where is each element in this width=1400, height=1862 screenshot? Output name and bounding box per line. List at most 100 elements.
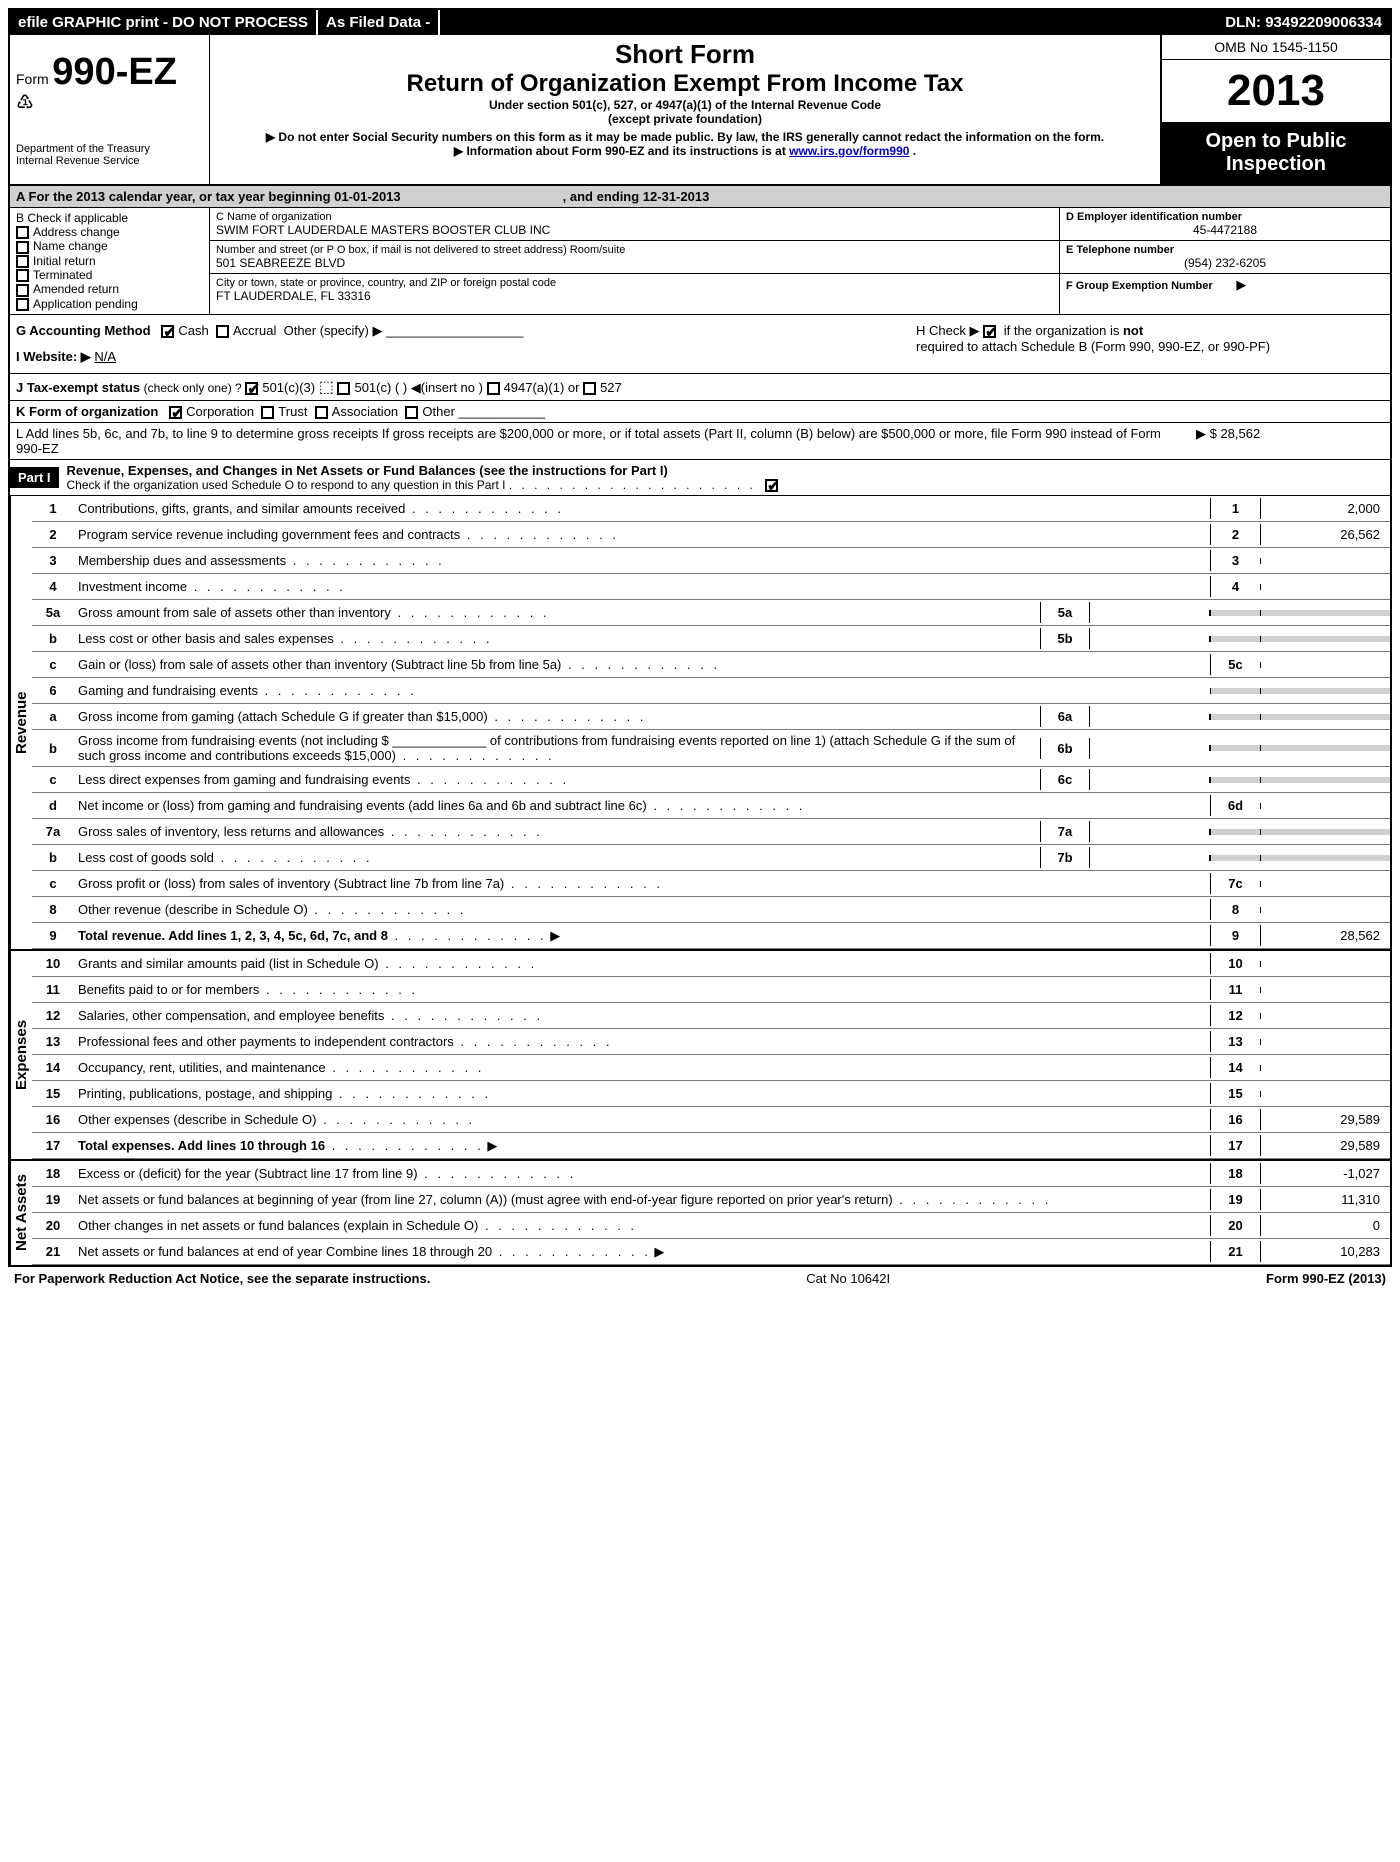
open-inspection: Open to Public Inspection — [1162, 122, 1390, 184]
bcdef-grid: B Check if applicable Address change Nam… — [10, 208, 1390, 315]
cb-amended[interactable] — [16, 284, 29, 297]
row-a-pre: A For the 2013 calendar year, or tax yea… — [10, 186, 407, 207]
shaded-box — [1210, 855, 1260, 861]
cb-accrual[interactable] — [216, 325, 229, 338]
cb-name-change[interactable] — [16, 241, 29, 254]
sub-val — [1090, 829, 1210, 835]
line-num: c — [32, 769, 74, 790]
h-text: H Check ▶ — [916, 323, 979, 338]
line-num: c — [32, 654, 74, 675]
line-3: 3Membership dues and assessments . . . .… — [32, 548, 1390, 574]
line-box: 1 — [1210, 498, 1260, 519]
header-mid: Short Form Return of Organization Exempt… — [210, 35, 1160, 184]
line-val — [1260, 584, 1390, 590]
line-box: 14 — [1210, 1057, 1260, 1078]
header-left: Form 990-EZ ♳ Department of the Treasury… — [10, 35, 210, 184]
line-6a: aGross income from gaming (attach Schedu… — [32, 704, 1390, 730]
line-box: 5c — [1210, 654, 1260, 675]
cb-terminated[interactable] — [16, 269, 29, 282]
revenue-lines: 1Contributions, gifts, grants, and simil… — [32, 496, 1390, 949]
shaded-box — [1210, 636, 1260, 642]
line-18: 18Excess or (deficit) for the year (Subt… — [32, 1161, 1390, 1187]
line-desc: Program service revenue including govern… — [74, 524, 1210, 545]
line-10: 10Grants and similar amounts paid (list … — [32, 951, 1390, 977]
line-desc: Net assets or fund balances at end of ye… — [74, 1241, 1210, 1263]
org-name: SWIM FORT LAUDERDALE MASTERS BOOSTER CLU… — [216, 223, 1053, 237]
part1-badge: Part I — [10, 467, 59, 488]
cb-cash[interactable] — [161, 325, 174, 338]
line-desc: Gross sales of inventory, less returns a… — [74, 821, 1040, 842]
form-container: efile GRAPHIC print - DO NOT PROCESS As … — [8, 8, 1392, 1267]
cb-schedule-o[interactable] — [765, 479, 778, 492]
row-a-end: , and ending 12-31-2013 — [557, 186, 716, 207]
j-c3: 501(c)(3) — [262, 380, 315, 395]
irs-link[interactable]: www.irs.gov/form990 — [789, 144, 909, 158]
cb-527[interactable] — [583, 382, 596, 395]
e-label: E Telephone number — [1066, 244, 1384, 256]
header-right: OMB No 1545-1150 2013 Open to Public Ins… — [1160, 35, 1390, 184]
h-rest: if the organization is — [1004, 323, 1120, 338]
cb-4947[interactable] — [487, 382, 500, 395]
line-num: 8 — [32, 899, 74, 920]
line-num: 14 — [32, 1057, 74, 1078]
org-city: FT LAUDERDALE, FL 33316 — [216, 289, 1053, 303]
line-desc: Less cost or other basis and sales expen… — [74, 628, 1040, 649]
ein: 45-4472188 — [1066, 223, 1384, 237]
cb-501c3[interactable] — [245, 382, 258, 395]
k-trust: Trust — [278, 404, 307, 419]
warn2-pre: ▶ Information about Form 990-EZ and its … — [454, 144, 789, 158]
line-desc: Salaries, other compensation, and employ… — [74, 1005, 1210, 1026]
short-form-label: Short Form — [218, 39, 1152, 70]
line-desc: Gross amount from sale of assets other t… — [74, 602, 1040, 623]
line-num: a — [32, 706, 74, 727]
line-box: 19 — [1210, 1189, 1260, 1210]
cb-schedule-b[interactable] — [983, 325, 996, 338]
line-num: b — [32, 847, 74, 868]
footer: For Paperwork Reduction Act Notice, see … — [8, 1267, 1392, 1290]
cb-trust[interactable] — [261, 406, 274, 419]
c-label: C Name of organization — [216, 211, 1053, 223]
line-desc: Professional fees and other payments to … — [74, 1031, 1210, 1052]
cb-other-org[interactable] — [405, 406, 418, 419]
line-num: 15 — [32, 1083, 74, 1104]
line-num: 5a — [32, 602, 74, 623]
line-val: 11,310 — [1260, 1189, 1390, 1210]
shaded-val — [1260, 636, 1390, 642]
footer-right: Form 990-EZ (2013) — [1266, 1271, 1386, 1286]
line-val — [1260, 961, 1390, 967]
line-num: 13 — [32, 1031, 74, 1052]
form-number: 990-EZ — [52, 51, 177, 93]
part1-title: Revenue, Expenses, and Changes in Net As… — [67, 463, 1382, 478]
line-num: 3 — [32, 550, 74, 571]
shaded-val — [1260, 714, 1390, 720]
tax-year: 2013 — [1162, 60, 1390, 122]
line-14: 14Occupancy, rent, utilities, and mainte… — [32, 1055, 1390, 1081]
k-corp: Corporation — [186, 404, 254, 419]
row-k: K Form of organization Corporation Trust… — [10, 401, 1390, 423]
line-6: 6Gaming and fundraising events . . . . .… — [32, 678, 1390, 704]
section-g: G Accounting Method Cash Accrual Other (… — [10, 315, 910, 373]
g-other: Other (specify) ▶ — [284, 323, 383, 338]
revenue-vlabel: Revenue — [10, 496, 32, 949]
k-label: K Form of organization — [16, 404, 158, 419]
line-num: 19 — [32, 1189, 74, 1210]
line-num: 2 — [32, 524, 74, 545]
cb-initial-return[interactable] — [16, 255, 29, 268]
j-rest: (check only one) ? — [144, 381, 242, 395]
j-label: J Tax-exempt status — [16, 380, 140, 395]
cb-assoc[interactable] — [315, 406, 328, 419]
i-label: I Website: ▶ — [16, 349, 91, 364]
cb-address-change[interactable] — [16, 226, 29, 239]
netassets-section: Net Assets 18Excess or (deficit) for the… — [10, 1159, 1390, 1265]
line-num: d — [32, 795, 74, 816]
line-2: 2Program service revenue including gover… — [32, 522, 1390, 548]
line-desc: Benefits paid to or for members . . . . … — [74, 979, 1210, 1000]
line-val: 28,562 — [1260, 925, 1390, 946]
line-15: 15Printing, publications, postage, and s… — [32, 1081, 1390, 1107]
line-box: 13 — [1210, 1031, 1260, 1052]
expense-lines: 10Grants and similar amounts paid (list … — [32, 951, 1390, 1159]
cb-corp[interactable] — [169, 406, 182, 419]
cb-501c[interactable] — [337, 382, 350, 395]
cb-pending[interactable] — [16, 298, 29, 311]
line-val: 2,000 — [1260, 498, 1390, 519]
